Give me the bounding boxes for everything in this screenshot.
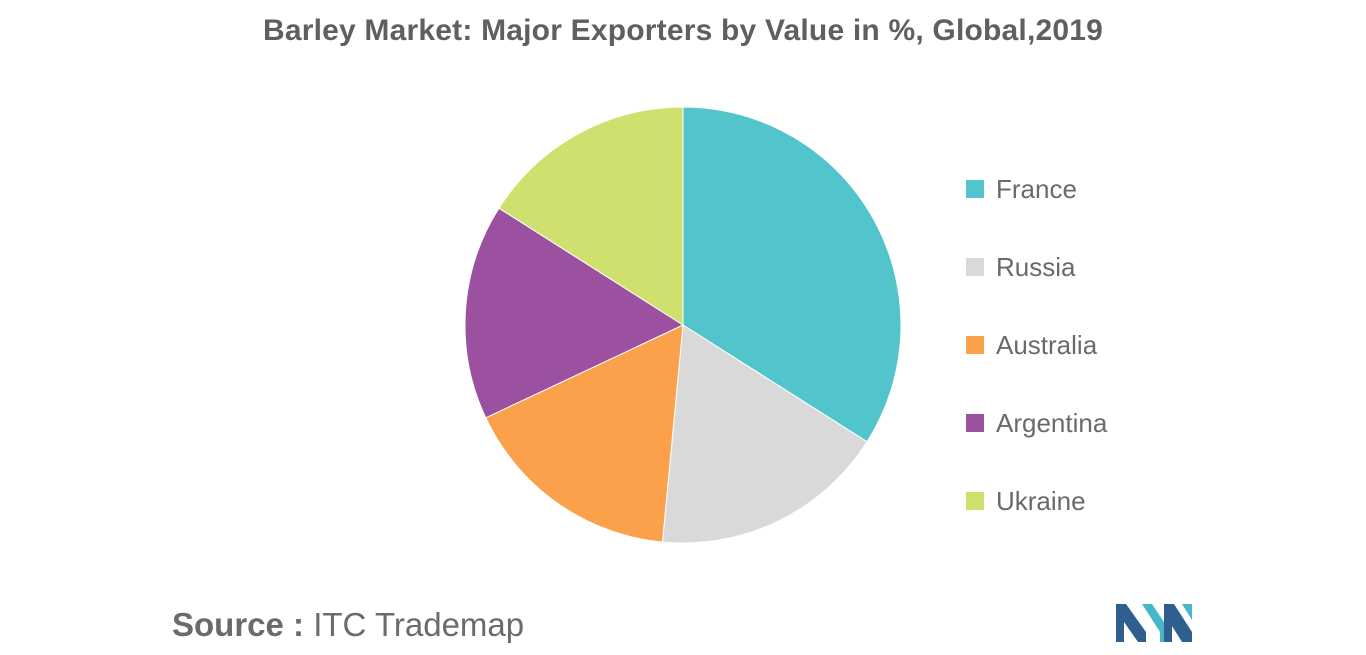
legend-swatch-argentina <box>966 414 984 432</box>
source-note: Source : ITC Trademap <box>172 606 524 644</box>
source-label: Source : <box>172 606 305 643</box>
chart-legend: France Russia Australia Argentina Ukrain… <box>966 150 1107 540</box>
source-text: ITC Trademap <box>313 606 525 643</box>
pie-slice-france <box>682 106 902 443</box>
legend-label-australia: Australia <box>996 329 1098 360</box>
legend-label-ukraine: Ukraine <box>996 485 1086 516</box>
logo-right-accent <box>1182 604 1192 620</box>
pie-slice-argentina <box>464 207 685 419</box>
pie-slice-russia <box>661 324 868 544</box>
legend-swatch-ukraine <box>966 492 984 510</box>
legend-label-france: France <box>996 173 1077 204</box>
legend-label-argentina: Argentina <box>996 407 1108 438</box>
legend-item-ukraine: Ukraine <box>966 462 1107 540</box>
chart-title: Barley Market: Major Exporters by Value … <box>262 14 1104 47</box>
logo-right-shape <box>1164 604 1192 642</box>
legend-swatch-australia <box>966 336 984 354</box>
pie-slice-ukraine <box>498 106 684 326</box>
legend-swatch-france <box>966 180 984 198</box>
legend-item-australia: Australia <box>966 306 1107 384</box>
pie-slice-australia <box>485 324 684 543</box>
legend-label-russia: Russia <box>996 251 1076 282</box>
legend-item-argentina: Argentina <box>966 384 1107 462</box>
legend-item-russia: Russia <box>966 228 1107 306</box>
legend-item-france: France <box>966 150 1107 228</box>
legend-swatch-russia <box>966 258 984 276</box>
logo-middle-shape <box>1142 604 1168 642</box>
mordor-intelligence-logo-icon <box>1116 604 1192 642</box>
logo-left-shape <box>1116 604 1146 642</box>
